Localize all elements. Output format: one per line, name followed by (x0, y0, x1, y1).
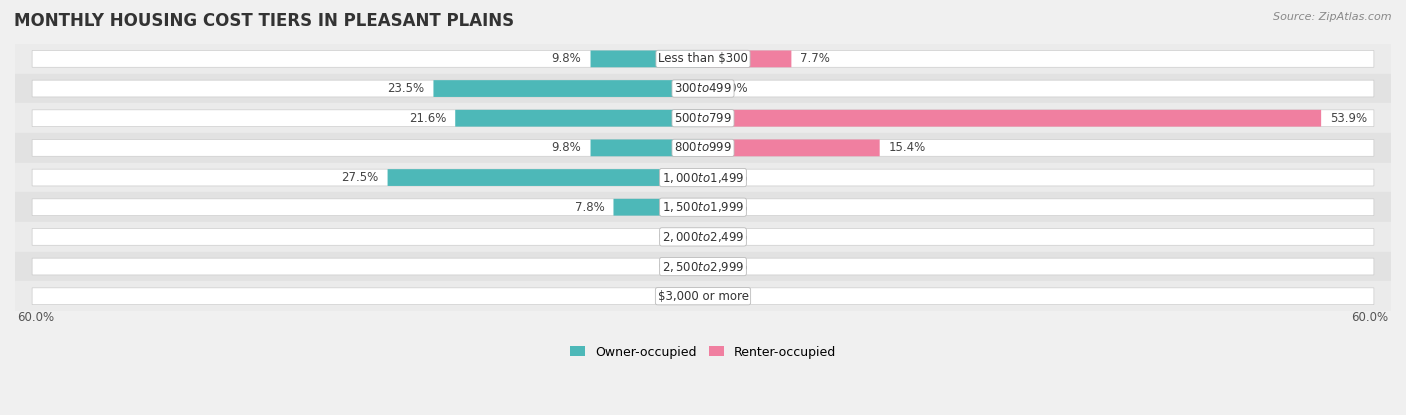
FancyBboxPatch shape (32, 288, 1374, 305)
Text: Less than $300: Less than $300 (658, 52, 748, 66)
FancyBboxPatch shape (703, 110, 1322, 127)
FancyBboxPatch shape (591, 139, 703, 156)
Text: $800 to $999: $800 to $999 (673, 142, 733, 154)
Bar (15, 252, 1391, 281)
FancyBboxPatch shape (32, 51, 1374, 67)
FancyBboxPatch shape (613, 199, 703, 216)
Text: $1,500 to $1,999: $1,500 to $1,999 (662, 200, 744, 214)
Text: $2,000 to $2,499: $2,000 to $2,499 (662, 230, 744, 244)
Bar (15, 44, 1391, 74)
Text: 0.0%: 0.0% (658, 230, 688, 243)
Text: 53.9%: 53.9% (1330, 112, 1368, 125)
Text: MONTHLY HOUSING COST TIERS IN PLEASANT PLAINS: MONTHLY HOUSING COST TIERS IN PLEASANT P… (14, 12, 515, 30)
Text: 0.0%: 0.0% (718, 201, 748, 214)
FancyBboxPatch shape (32, 80, 1374, 97)
Legend: Owner-occupied, Renter-occupied: Owner-occupied, Renter-occupied (565, 341, 841, 364)
Text: 0.0%: 0.0% (718, 260, 748, 273)
FancyBboxPatch shape (32, 139, 1374, 156)
Text: 9.8%: 9.8% (551, 142, 582, 154)
Text: 0.0%: 0.0% (718, 171, 748, 184)
FancyBboxPatch shape (456, 110, 703, 127)
Text: 9.8%: 9.8% (551, 52, 582, 66)
Text: 0.0%: 0.0% (718, 82, 748, 95)
Text: 7.7%: 7.7% (800, 52, 831, 66)
Text: $2,500 to $2,999: $2,500 to $2,999 (662, 259, 744, 273)
Text: 0.0%: 0.0% (718, 290, 748, 303)
FancyBboxPatch shape (433, 80, 703, 97)
Bar (15, 133, 1391, 163)
FancyBboxPatch shape (32, 110, 1374, 127)
FancyBboxPatch shape (32, 169, 1374, 186)
Text: $500 to $799: $500 to $799 (673, 112, 733, 125)
FancyBboxPatch shape (388, 169, 703, 186)
Text: 0.0%: 0.0% (658, 260, 688, 273)
Text: $1,000 to $1,499: $1,000 to $1,499 (662, 171, 744, 185)
FancyBboxPatch shape (591, 51, 703, 67)
FancyBboxPatch shape (32, 258, 1374, 275)
Text: 0.0%: 0.0% (718, 230, 748, 243)
FancyBboxPatch shape (703, 139, 880, 156)
Text: 7.8%: 7.8% (575, 201, 605, 214)
Text: 23.5%: 23.5% (387, 82, 425, 95)
FancyBboxPatch shape (32, 199, 1374, 216)
FancyBboxPatch shape (32, 229, 1374, 245)
Text: 27.5%: 27.5% (342, 171, 378, 184)
Bar (15, 163, 1391, 193)
Bar (15, 103, 1391, 133)
FancyBboxPatch shape (703, 51, 792, 67)
Text: 60.0%: 60.0% (17, 311, 55, 324)
Text: 0.0%: 0.0% (658, 290, 688, 303)
Text: 21.6%: 21.6% (409, 112, 446, 125)
Text: $300 to $499: $300 to $499 (673, 82, 733, 95)
Text: 15.4%: 15.4% (889, 142, 927, 154)
Text: 60.0%: 60.0% (1351, 311, 1389, 324)
Bar (15, 74, 1391, 103)
Bar (15, 222, 1391, 252)
Bar (15, 281, 1391, 311)
Text: $3,000 or more: $3,000 or more (658, 290, 748, 303)
Bar (15, 193, 1391, 222)
Text: Source: ZipAtlas.com: Source: ZipAtlas.com (1274, 12, 1392, 22)
